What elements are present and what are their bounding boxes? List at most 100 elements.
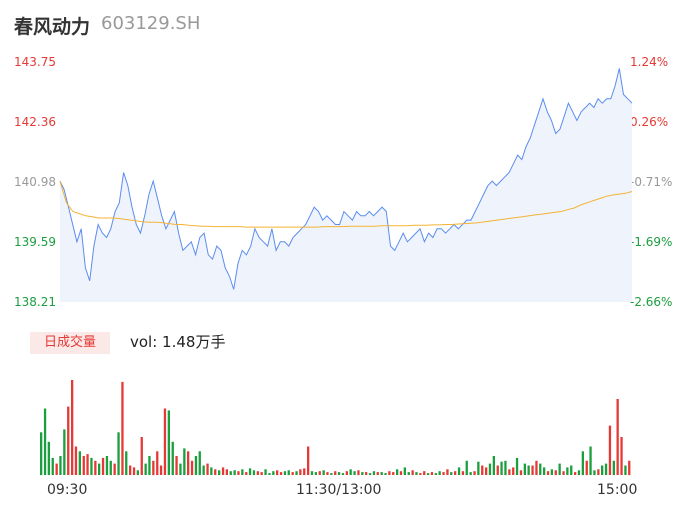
volume-bar [450,472,453,475]
volume-bar [171,441,174,476]
volume-bar [156,451,159,476]
volume-bar [330,473,333,475]
y-left-tick-3: 139.59 [14,235,56,249]
volume-bar [43,408,47,475]
volume-bar [523,463,526,475]
volume-bar [175,456,178,475]
volume-bar [214,469,217,475]
volume-bar [121,381,124,475]
volume-bar [237,471,240,475]
volume-bar [515,457,519,475]
volume-bar [457,467,461,475]
volume-bar [86,454,89,475]
volume-bar [47,441,50,476]
volume-bar [500,461,503,475]
volume-bar [152,460,155,476]
volume-bar [423,471,426,475]
volume-bar [585,460,588,476]
volume-bar [260,472,263,475]
volume-bar [465,460,468,476]
volume-bar [98,463,101,475]
volume-bar [388,471,391,475]
volume-bar [322,470,325,476]
volume-bar [101,457,105,475]
volume-bar [55,463,58,475]
volume-bar [550,469,553,475]
volume-bar [310,471,314,475]
volume-bar [303,468,306,476]
volume-bar [488,463,492,475]
volume-bar [581,451,584,476]
volume-bar [132,467,136,475]
volume-bar [307,446,310,475]
volume-bar [361,472,364,475]
volume-bar [577,470,581,476]
volume-bar [543,467,546,475]
volume-bar [140,437,143,475]
volume-bar [67,406,70,475]
volume-bar [372,471,376,475]
volume-bar [71,380,74,475]
volume-bar [326,472,329,475]
volume-bar [531,465,534,475]
volume-bar [508,469,511,475]
volume-bar [113,463,116,475]
volume-bar [492,456,495,475]
volume-summary: vol: 1.48万手 [130,333,226,351]
price-line [59,68,633,290]
avg-price-line [59,180,633,228]
volume-tag[interactable]: 日成交量 [30,332,110,354]
volume-bar [438,471,441,475]
volume-bar [117,432,120,476]
volume-bar [539,463,542,475]
volume-bar [218,470,221,476]
volume-bar [535,460,538,476]
volume-bar [512,467,515,475]
volume-bar [628,460,631,476]
volume-bar [256,471,259,475]
volume-bar [411,470,414,476]
volume-bar [148,456,151,475]
x-tick-open: 09:30 [47,482,88,498]
volume-bar [365,472,368,475]
volume-bar [299,469,302,475]
volume-bar [496,465,499,475]
volume-bar [341,473,345,475]
volume-bar [202,465,205,475]
volume-bar [318,471,321,475]
volume-bar [558,463,561,475]
volume-bar [125,451,128,476]
volume-bar [608,425,612,475]
volume-bar [159,465,163,475]
y-left-tick-1: 142.36 [14,115,56,129]
volume-bar [399,471,403,475]
volume-bar [206,463,209,475]
volume-bar [380,472,383,475]
volume-bar [504,460,507,476]
volume-bar [63,429,66,475]
volume-bar [616,399,619,475]
volume-bar [198,451,201,476]
volume-bar [245,472,248,475]
volume-bar [589,446,592,475]
y-right-tick-4: -2.66% [630,295,673,309]
volume-bar [434,473,437,475]
volume-bar [562,471,565,475]
y-right-tick-1: 0.26% [630,115,669,129]
volume-bar [167,410,170,475]
volume-bar [403,467,406,475]
stock-code: 603129.SH [101,13,201,34]
volume-bar [349,469,352,475]
volume-bar [442,472,445,475]
volume-bar [419,473,422,475]
volume-bar [51,457,54,475]
volume-bar [477,461,480,475]
volume-bar [268,473,271,475]
volume-bar [454,471,457,475]
volume-bar [426,473,430,475]
y-left-tick-0: 143.75 [14,55,56,69]
volume-bar [40,432,43,476]
volume-bar [446,469,449,475]
volume-bar [129,465,132,475]
volume-bar [190,460,194,476]
